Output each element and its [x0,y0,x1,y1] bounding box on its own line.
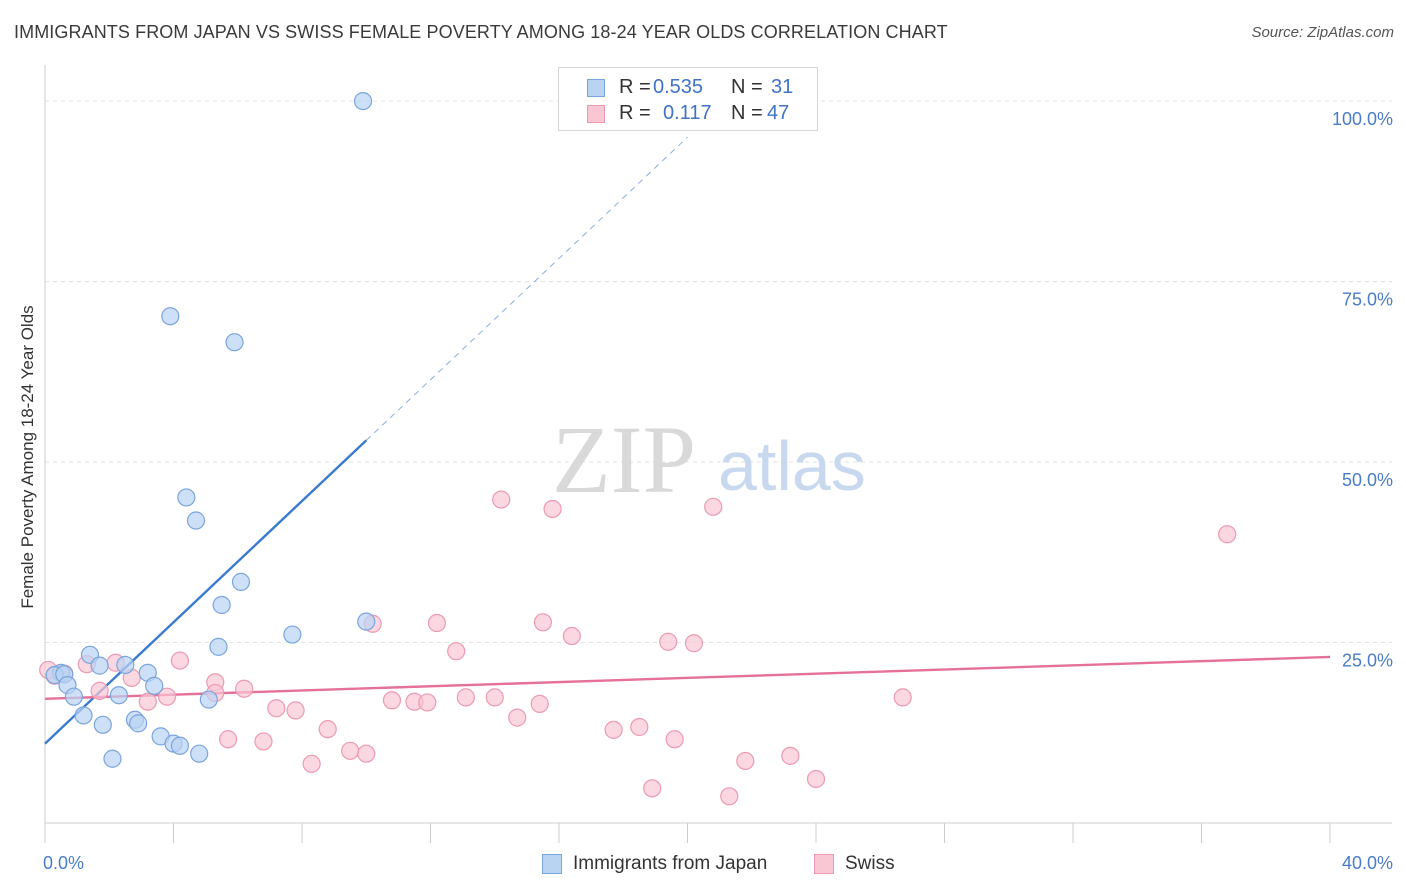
legend-n-value: 31 [771,76,794,98]
axis-layer [44,65,1392,843]
data-point-swiss [267,699,286,718]
data-point-swiss [533,613,553,632]
points-layer [39,91,1237,806]
data-point-swiss [485,688,504,707]
data-point-japan [212,595,231,615]
data-point-swiss [382,691,402,710]
data-point-japan [177,488,196,507]
data-point-japan [357,612,376,631]
y-tick-label: 50.0% [1342,470,1393,490]
data-point-swiss [806,769,826,789]
data-point-japan [170,736,190,755]
legend-swatch-swiss [587,105,605,123]
data-point-japan [225,333,244,352]
data-point-swiss [720,787,739,806]
data-point-japan [209,637,228,656]
data-point-swiss [341,741,360,760]
data-point-swiss [318,720,337,739]
data-point-swiss [643,779,662,798]
data-point-swiss [157,687,177,706]
trend-line-swiss [44,655,1331,701]
data-point-japan [231,572,251,591]
data-point-japan [145,676,164,695]
watermark-zip: ZIP [552,406,696,513]
data-point-swiss [704,497,723,516]
tick-label-layer: 25.0% 50.0% 75.0% 100.0% 0.0% 40.0% [43,109,1393,873]
legend-r-value: 0.117 [663,102,712,124]
data-point-japan [283,625,302,644]
data-point-japan [103,749,122,768]
data-point-swiss [235,679,254,698]
legend-item-label: Swiss [845,853,895,874]
data-point-swiss [219,730,238,749]
data-point-swiss [659,632,678,651]
legend-n-label: N = [731,76,763,98]
data-point-swiss [604,720,623,739]
data-point-swiss [286,701,305,720]
data-point-swiss [630,717,649,737]
data-point-japan [353,91,373,111]
x-tick-label: 40.0% [1342,853,1393,873]
grid-layer [45,100,1392,644]
data-point-swiss [893,688,912,707]
data-point-swiss [562,626,581,646]
y-axis-title: Female Poverty Among 18-24 Year Olds [18,305,37,608]
data-point-swiss [138,692,157,711]
data-point-japan [64,687,84,706]
y-tick-label: 25.0% [1342,651,1393,671]
chart-title: IMMIGRANTS FROM JAPAN VS SWISS FEMALE PO… [14,22,948,42]
watermark: ZIP atlas [552,406,866,513]
data-point-swiss [1218,525,1237,544]
data-point-swiss [302,754,321,773]
legend-r-value: 0.535 [653,76,704,98]
trend-line-extrapolated-japan [365,136,688,441]
data-point-japan [109,686,128,705]
series-legend: Immigrants from Japan Swiss [0,852,1406,878]
data-point-swiss [492,490,511,509]
data-point-japan [161,307,180,326]
data-point-swiss [427,613,447,633]
stats-legend: R = 0.535 N = 31 R = 0.117 N = 47 [558,67,818,131]
data-point-japan [93,715,112,734]
legend-r-label: R = [619,102,651,124]
legend-n-value: 47 [767,102,790,124]
y-tick-label: 75.0% [1342,290,1393,310]
data-point-swiss [447,642,466,661]
legend-swatch-japan [542,854,562,874]
data-point-swiss [543,499,562,519]
data-point-japan [116,655,135,675]
data-point-swiss [170,651,190,670]
data-point-japan [90,656,109,675]
legend-r-label: R = [619,76,651,98]
data-point-swiss [254,732,273,751]
data-point-swiss [665,730,684,749]
data-point-swiss [736,751,755,771]
data-point-japan [129,714,148,733]
data-point-japan [186,511,206,530]
y-tick-label: 100.0% [1332,109,1393,129]
data-point-swiss [684,634,704,653]
data-point-swiss [456,688,475,707]
legend-item-label: Immigrants from Japan [573,853,768,874]
x-tick-label: 0.0% [43,853,84,873]
legend-swatch-swiss [814,854,834,874]
data-point-swiss [530,694,549,713]
source-credit: Source: ZipAtlas.com [1251,24,1394,41]
legend-swatch-japan [587,79,605,97]
data-point-swiss [781,746,800,765]
watermark-atlas: atlas [718,427,866,505]
data-point-japan [190,744,209,763]
data-point-swiss [90,681,109,700]
legend-n-label: N = [731,102,763,124]
data-point-japan [199,690,218,709]
data-point-japan [74,706,93,725]
data-point-swiss [357,744,376,763]
data-point-swiss [508,708,527,727]
data-point-swiss [418,693,437,712]
